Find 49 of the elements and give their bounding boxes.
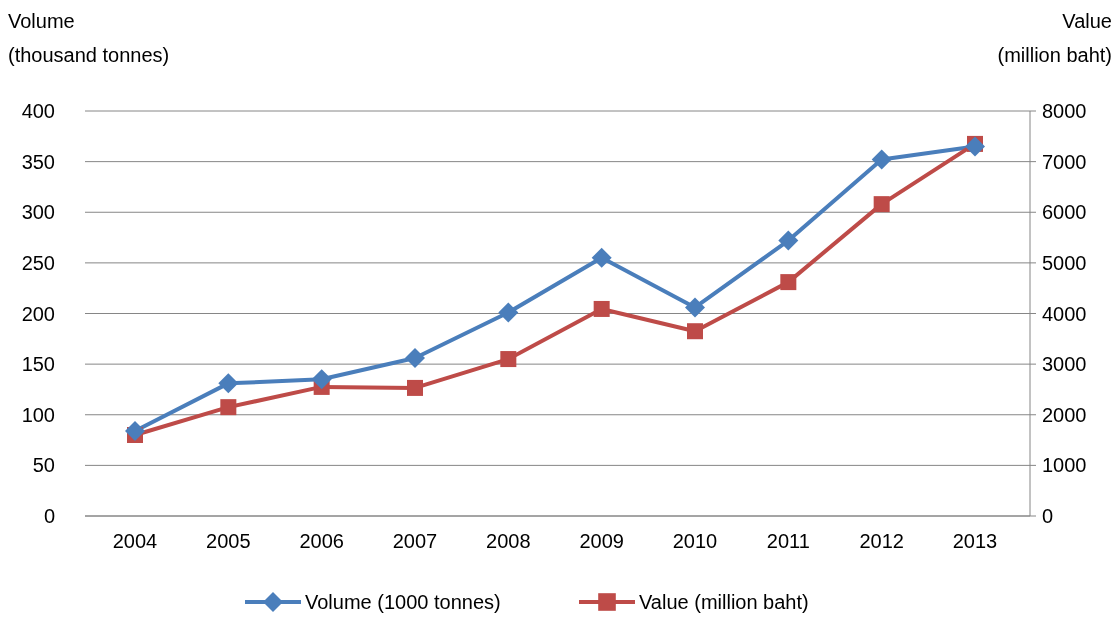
- y2-tick-label: 5000: [1042, 251, 1087, 274]
- y2-axis-title: Value (million baht): [997, 10, 1112, 66]
- y-tick-label: 150: [21, 353, 55, 376]
- y2-tick-label: 4000: [1042, 302, 1087, 325]
- y-tick-label: 0: [43, 505, 55, 527]
- point: [407, 379, 423, 396]
- y2-tick-label: 7000: [1042, 150, 1087, 173]
- point: [873, 196, 890, 213]
- y2-tick-label: 3000: [1042, 353, 1087, 376]
- x-tick-label: 2010: [672, 530, 718, 552]
- y-axis-title: Volume (thousand tonnes): [8, 10, 170, 66]
- point: [500, 351, 517, 368]
- y-tick-label: 200: [21, 302, 55, 325]
- x-tick-label: 2006: [299, 530, 344, 552]
- point: [591, 247, 612, 268]
- y-tick-label: 400: [21, 100, 55, 122]
- point: [687, 323, 703, 340]
- point: [871, 149, 892, 170]
- point: [311, 369, 332, 390]
- y2-tick-label: 6000: [1042, 201, 1087, 224]
- point: [685, 297, 705, 318]
- y-tick-label: 100: [21, 403, 55, 426]
- point: [780, 274, 797, 291]
- x-tick-label: 2009: [579, 530, 624, 552]
- y-tick-label: 50: [32, 454, 55, 477]
- point: [218, 373, 239, 394]
- y2-tick-label: 1000: [1042, 454, 1087, 477]
- point: [220, 399, 237, 416]
- y-tick-label: 250: [21, 251, 55, 274]
- x-tick-label: 2004: [112, 530, 158, 552]
- x-tick-label: 2012: [859, 530, 904, 552]
- legend-label: Volume (1000 tonnes): [305, 591, 501, 613]
- x-tick-label: 2007: [392, 530, 438, 552]
- y-tick-label: 300: [21, 201, 55, 224]
- point: [593, 300, 610, 317]
- x-tick-label: 2013: [952, 530, 998, 552]
- y2-tick-label: 2000: [1042, 403, 1087, 426]
- point: [778, 230, 799, 251]
- legend-label: Value (million baht): [639, 591, 809, 613]
- y2-tick-label: 8000: [1042, 100, 1087, 122]
- point: [498, 302, 519, 323]
- x-tick-label: 2011: [766, 530, 810, 552]
- point: [405, 348, 425, 369]
- y2-tick-label: 0: [1042, 505, 1054, 527]
- x-tick-label: 2005: [206, 530, 251, 552]
- point: [965, 136, 985, 157]
- y-tick-label: 350: [21, 150, 55, 173]
- x-tick-label: 2008: [486, 530, 531, 552]
- point: [125, 420, 145, 441]
